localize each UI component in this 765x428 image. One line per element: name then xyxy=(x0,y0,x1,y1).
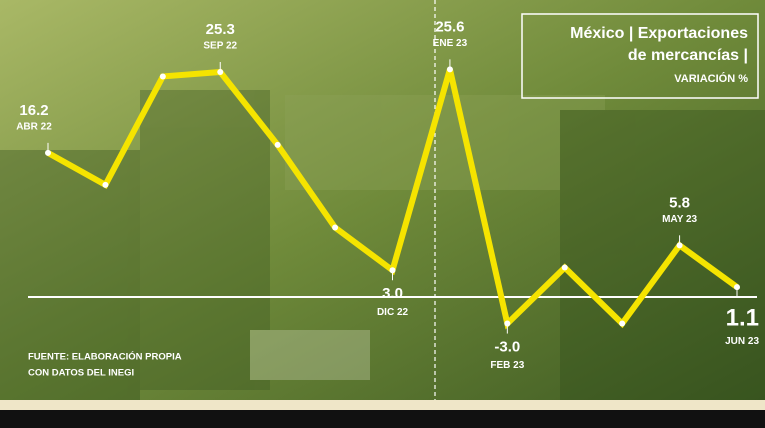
value-label: 16.2 xyxy=(19,102,48,119)
chart-title: México | Exportaciones xyxy=(570,25,748,42)
x-label: SEP 22 xyxy=(203,41,237,52)
containers xyxy=(0,90,765,400)
source: FUENTE: ELABORACIÓN PROPIA xyxy=(28,351,182,363)
value-label: 25.3 xyxy=(206,21,235,38)
title-box xyxy=(521,13,759,99)
value-label: 5.8 xyxy=(669,194,690,211)
value-label: 1.1 xyxy=(726,304,759,331)
x-label: DIC 22 xyxy=(377,307,409,318)
x-label: JUN 23 xyxy=(725,336,759,347)
chart-title: de mercancías | xyxy=(628,47,748,64)
point xyxy=(332,224,339,231)
point xyxy=(102,181,109,188)
x-label: ENE 23 xyxy=(433,38,468,49)
source: CON DATOS DEL INEGI xyxy=(28,368,134,379)
value-label: 25.6 xyxy=(435,18,464,35)
value-label: -3.0 xyxy=(494,339,520,356)
chart-subtitle: VARIACIÓN % xyxy=(674,72,748,85)
point xyxy=(561,264,568,271)
x-label: FEB 23 xyxy=(490,360,524,371)
value-label: 3.0 xyxy=(382,285,403,302)
point xyxy=(619,320,626,327)
x-label: ABR 22 xyxy=(16,122,52,133)
footer-bar xyxy=(0,410,765,428)
x-label: MAY 23 xyxy=(662,214,697,225)
point xyxy=(159,73,166,80)
point xyxy=(274,141,281,148)
strip xyxy=(0,400,765,410)
background xyxy=(0,0,765,400)
